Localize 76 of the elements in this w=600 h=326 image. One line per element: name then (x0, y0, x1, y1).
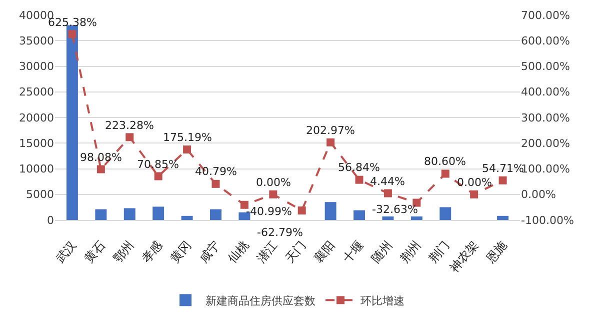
data-label: 0.00% (256, 176, 291, 189)
bar (181, 216, 193, 220)
y-tick-label: 10000 (19, 162, 54, 176)
y2-tick-label: 400.00% (521, 86, 570, 99)
y-tick-label: 30000 (19, 60, 54, 74)
bar (66, 25, 78, 220)
point (212, 180, 220, 188)
x-tick-label: 随州 (368, 238, 395, 266)
y2-tick-label: 500.00% (521, 60, 570, 74)
point (355, 176, 364, 184)
bar (382, 216, 394, 220)
data-label: 0.00% (457, 176, 492, 189)
data-label: 54.71% (482, 162, 524, 175)
x-tick-label: 鄂州 (110, 238, 137, 266)
data-label: 4.44% (370, 175, 405, 188)
y2-tick-label: 200.00% (521, 136, 570, 150)
bar (324, 202, 336, 220)
bar (124, 208, 136, 220)
x-tick-label: 仙桃 (225, 238, 252, 266)
point (441, 170, 450, 178)
y-tick-label: 15000 (19, 136, 54, 150)
data-label: -32.63% (372, 203, 418, 216)
bar (95, 209, 107, 220)
data-label: 175.19% (163, 131, 212, 144)
legend-label: 环比增速 (360, 294, 404, 308)
bar (497, 216, 509, 220)
bar (440, 207, 452, 220)
point (154, 172, 162, 180)
x-tick-label: 武汉 (52, 238, 80, 266)
data-label: 40.79% (195, 165, 237, 178)
point (269, 190, 278, 198)
bar (210, 209, 222, 220)
y-tick-label: 35000 (19, 34, 54, 48)
y2-tick-label: -100.00% (521, 214, 574, 227)
bar (152, 206, 164, 220)
y-tick-label: 0 (47, 214, 54, 227)
point (183, 145, 192, 154)
data-label: 223.28% (105, 119, 154, 132)
data-label: 202.97% (306, 124, 355, 137)
y2-tick-label: 0.00% (521, 188, 556, 202)
x-tick-label: 十堰 (340, 238, 366, 266)
point (384, 189, 392, 198)
data-label: 98.08% (80, 151, 122, 164)
point (498, 176, 507, 184)
legend-label: 新建商品住房供应套数 (206, 294, 316, 308)
x-tick-label: 荆门 (426, 238, 452, 266)
data-label: 56.84% (338, 161, 380, 174)
point (470, 190, 478, 198)
point (96, 165, 105, 174)
y-tick-label: 20000 (19, 111, 54, 124)
y2-tick-label: 700.00% (521, 8, 570, 22)
data-label: 80.60% (424, 155, 466, 168)
point (298, 206, 306, 214)
y-tick-label: 25000 (19, 86, 54, 99)
point (240, 200, 248, 209)
data-label: -40.99% (246, 205, 292, 218)
bar (354, 210, 365, 220)
point (68, 30, 76, 38)
y2-tick-label: 100.00% (521, 162, 570, 176)
x-tick-label: 天门 (282, 238, 309, 266)
x-tick-label: 襄阳 (311, 238, 338, 266)
x-tick-label: 黄石 (82, 238, 108, 266)
x-tick-label: 潜江 (254, 238, 280, 266)
x-tick-label: 咸宁 (196, 238, 223, 266)
x-tick-label: 恩施 (482, 238, 510, 266)
data-label: 70.85% (137, 158, 179, 171)
y2-tick-label: 300.00% (521, 111, 570, 124)
bar (410, 216, 422, 220)
y2-tick-label: 600.00% (521, 34, 570, 48)
point (126, 133, 134, 142)
y-tick-label: 5000 (26, 188, 54, 202)
x-tick-label: 荆州 (397, 238, 424, 266)
x-tick-label: 孝感 (139, 238, 166, 266)
point (326, 138, 335, 146)
x-tick-label: 黄冈 (168, 238, 194, 266)
data-label: -62.79% (257, 226, 303, 239)
